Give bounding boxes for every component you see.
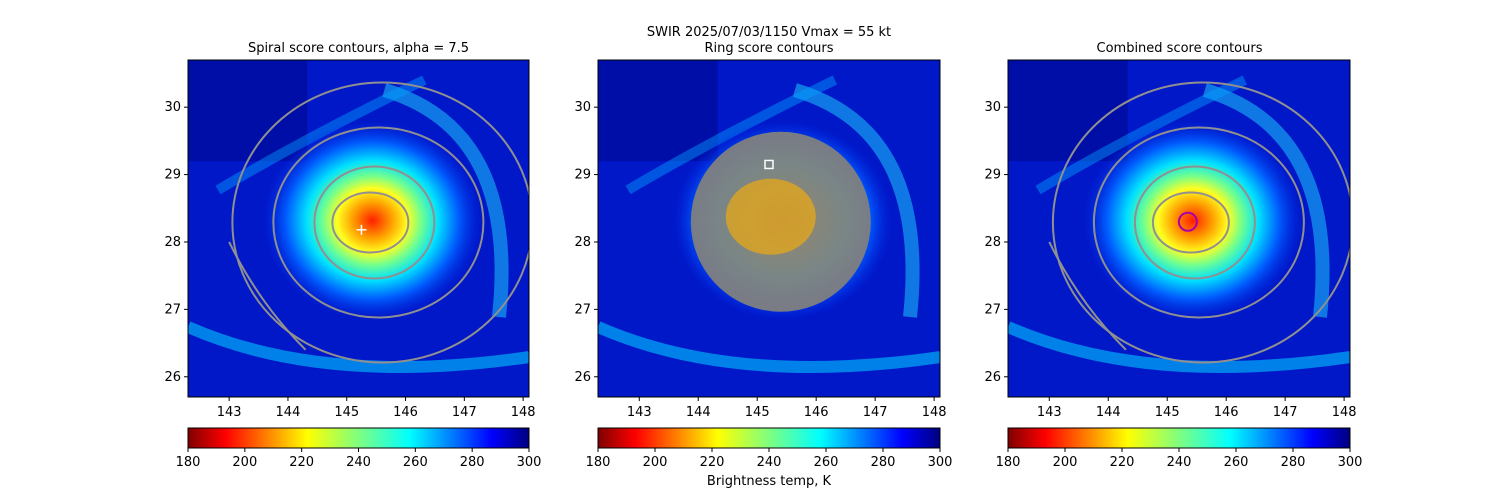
rain-band [792, 83, 920, 318]
y-tick-label: 27 [574, 302, 591, 317]
colorbar-tick-label: 200 [643, 455, 668, 470]
x-tick-label: 147 [1273, 405, 1298, 420]
y-tick-label: 28 [574, 235, 591, 250]
storm-core [1082, 120, 1303, 321]
colorbar-tick-label: 260 [1224, 455, 1249, 470]
colorbar: 180 200 220 240 260 280 300 [996, 427, 1363, 470]
panel-spiral: Spiral score contours, alpha = 7.5 143 14… [164, 41, 541, 470]
brightness-image [188, 60, 529, 397]
center-marker [1177, 211, 1198, 232]
score-contour [228, 241, 307, 351]
x-tick-label: 147 [452, 405, 477, 420]
storm-core [262, 120, 483, 321]
center-marker [764, 159, 774, 170]
colorbar-tick-label: 300 [517, 455, 542, 470]
colorbar-tick-label: 220 [1110, 455, 1135, 470]
score-contour [1133, 165, 1256, 280]
colorbar-gradient [1007, 427, 1351, 449]
colorbar-tick-label: 280 [1281, 455, 1306, 470]
x-tick-label: 145 [1155, 405, 1180, 420]
y-tick-label: 28 [164, 235, 181, 250]
panel-combined: Combined score contours 143 144 145 146 147 1… [984, 41, 1362, 470]
x-tick-label: 148 [511, 405, 536, 420]
y-tick-label: 30 [574, 100, 591, 115]
x-tick-label: 144 [686, 405, 711, 420]
score-contour [272, 126, 485, 319]
x-tick-label: 143 [627, 405, 652, 420]
axes-frame [1007, 59, 1351, 398]
x-tick-label: 143 [1037, 405, 1062, 420]
axes-frame [597, 59, 941, 398]
x-tick-label: 148 [1332, 405, 1357, 420]
x-tick-label: 143 [217, 405, 242, 420]
y-tick-label: 26 [574, 370, 591, 385]
y-tick-label: 29 [164, 168, 181, 183]
rain-band [382, 83, 509, 318]
colorbar-tick-label: 240 [757, 455, 782, 470]
brightness-image [598, 60, 940, 397]
brightness-image [1008, 60, 1350, 397]
score-contour [1048, 241, 1127, 351]
rain-band [598, 321, 940, 373]
y-tick-label: 29 [984, 168, 1001, 183]
colorbar-tick-label: 280 [460, 455, 485, 470]
x-tick-label: 145 [334, 405, 359, 420]
figure-suptitle: SWIR 2025/07/03/1150 Vmax = 55 kt [647, 25, 891, 40]
colorbar-tick-label: 300 [928, 455, 953, 470]
y-tick-label: 30 [164, 100, 181, 115]
rain-band [1202, 83, 1330, 318]
colorbar-tick-label: 180 [996, 455, 1021, 470]
axes-frame [187, 59, 530, 398]
colorbar-tick-label: 220 [289, 455, 314, 470]
y-tick-label: 28 [984, 235, 1001, 250]
colorbar-label: Brightness temp, K [707, 474, 832, 489]
rain-band [188, 321, 529, 373]
y-tick-label: 26 [164, 370, 181, 385]
x-tick-label: 147 [863, 405, 888, 420]
x-tick-label: 146 [1214, 405, 1239, 420]
score-contour [331, 191, 410, 254]
colorbar: 180 200 220 240 260 280 300 [176, 427, 542, 470]
colorbar-tick-label: 280 [871, 455, 896, 470]
ring-mask-core [725, 178, 816, 255]
colorbar-tick-label: 220 [700, 455, 725, 470]
y-tick-label: 30 [984, 100, 1001, 115]
panel-title: Combined score contours [1097, 41, 1263, 56]
rain-band [1008, 321, 1350, 373]
y-tick-label: 29 [574, 168, 591, 183]
colorbar-tick-label: 300 [1338, 455, 1363, 470]
score-contour [1092, 126, 1305, 319]
x-tick-label: 146 [804, 405, 829, 420]
colorbar-tick-label: 260 [403, 455, 428, 470]
x-tick-label: 144 [1096, 405, 1121, 420]
colorbar-tick-label: 240 [1167, 455, 1192, 470]
score-contours [228, 81, 529, 364]
colorbar-gradient [597, 427, 941, 449]
score-contour [313, 165, 436, 280]
x-tick-label: 144 [276, 405, 301, 420]
score-contours [1048, 81, 1350, 364]
y-tick-label: 27 [984, 302, 1001, 317]
x-tick-label: 145 [745, 405, 770, 420]
x-tick-label: 146 [393, 405, 418, 420]
panel-title: Ring score contours [704, 41, 833, 56]
y-tick-label: 27 [164, 302, 181, 317]
y-tick-label: 26 [984, 370, 1001, 385]
colorbar-tick-label: 200 [1053, 455, 1078, 470]
colorbar-gradient [187, 427, 530, 449]
x-tick-label: 148 [922, 405, 947, 420]
score-contour [1051, 81, 1350, 364]
colorbar-tick-label: 180 [586, 455, 611, 470]
colorbar-tick-label: 260 [814, 455, 839, 470]
colorbar-tick-label: 180 [176, 455, 201, 470]
panel-title: Spiral score contours, alpha = 7.5 [248, 41, 469, 56]
score-contour [1151, 191, 1230, 254]
center-marker [356, 224, 367, 235]
score-contour [231, 81, 529, 364]
colorbar: 180 200 220 240 260 280 300 [586, 427, 953, 470]
colorbar-tick-label: 200 [232, 455, 257, 470]
panel-ring: Ring score contours 143 144 145 146 147 148 26… [574, 41, 952, 470]
colorbar-tick-label: 240 [346, 455, 371, 470]
